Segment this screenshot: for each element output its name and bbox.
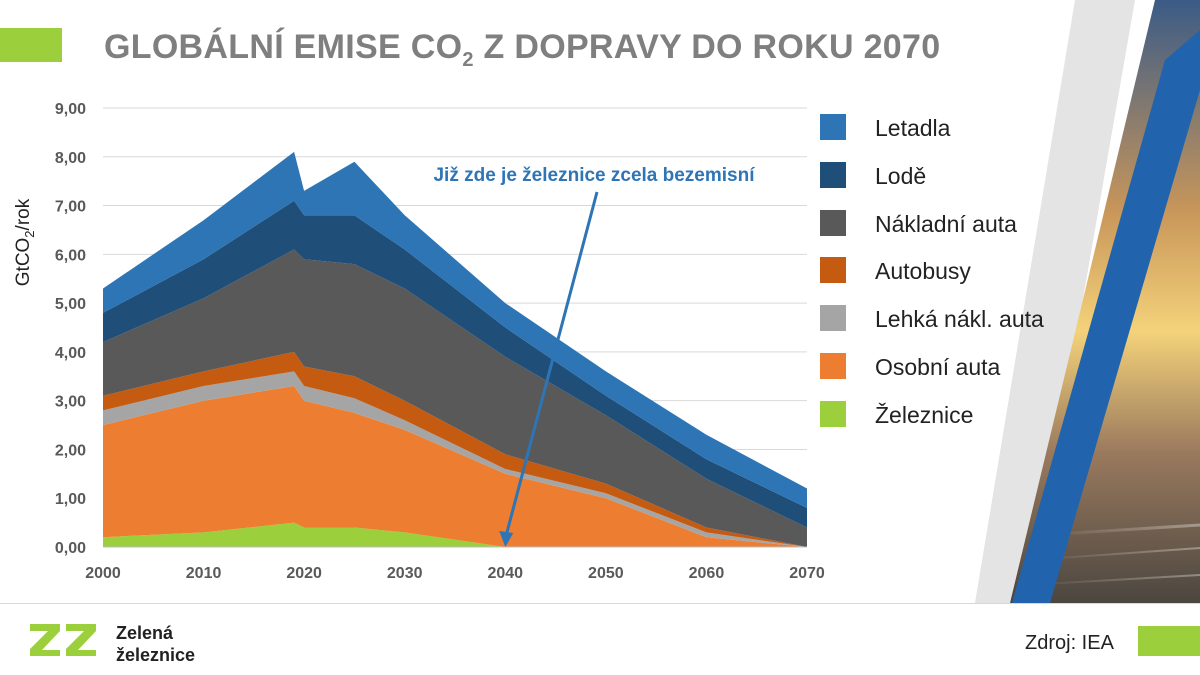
y-tick-label: 5,00 xyxy=(55,296,86,313)
y-tick-label: 0,00 xyxy=(55,540,86,557)
stacked-areas xyxy=(103,151,807,547)
slide-title: GLOBÁLNÍ EMISE CO2 Z DOPRAVY DO ROKU 207… xyxy=(104,28,940,72)
area-nakladni-auta xyxy=(103,249,807,547)
x-tick-label: 2050 xyxy=(588,565,624,582)
logo-text: Zelená železnice xyxy=(116,622,195,666)
area-zeleznice xyxy=(103,522,807,547)
legend-label: Osobní auta xyxy=(875,354,1001,380)
footer-divider xyxy=(0,603,1200,604)
logo-line-1: Zelená xyxy=(116,623,174,643)
legend-swatch xyxy=(820,400,846,427)
legend-swatch xyxy=(820,161,846,188)
area-lehka-nakl-auta xyxy=(103,371,807,547)
annotation: Již zde je železnice zcela bezemisní xyxy=(433,165,755,547)
legend-label: Autobusy xyxy=(875,258,971,285)
legend-label: Lehká nákl. auta xyxy=(875,306,1044,333)
legend-swatch xyxy=(820,209,846,236)
accent-bar-left xyxy=(0,28,62,62)
logo-line-2: železnice xyxy=(116,645,196,665)
legend-label: Lodě xyxy=(875,162,927,189)
y-tick-label: 9,00 xyxy=(55,101,86,118)
x-tick-label: 2000 xyxy=(85,565,121,582)
legend-swatch xyxy=(820,305,846,332)
y-tick-label: 2,00 xyxy=(55,442,86,459)
legend-label: Letadla xyxy=(875,115,951,141)
annotation-arrowhead xyxy=(499,531,514,547)
y-tick-label: 8,00 xyxy=(55,150,86,167)
y-tick-label: 1,00 xyxy=(55,491,86,508)
legend-label: Nákladní auta xyxy=(875,210,1017,237)
title-end: Z DOPRAVY DO ROKU 2070 xyxy=(473,28,941,66)
x-tick-label: 2070 xyxy=(789,565,825,582)
x-tick-label: 2010 xyxy=(186,565,222,582)
annotation-arrow-line xyxy=(505,191,599,534)
source-note: Zdroj: IEA xyxy=(1025,632,1114,654)
y-tick-label: 6,00 xyxy=(55,247,86,264)
title-main: GLOBÁLNÍ EMISE CO xyxy=(104,28,463,66)
logo-zz-mark xyxy=(30,624,96,656)
y-tick-label: 7,00 xyxy=(55,199,86,216)
x-tick-label: 2020 xyxy=(286,565,322,582)
x-tick-label: 2060 xyxy=(689,565,725,582)
legend-swatch xyxy=(820,353,846,379)
decorative-photo-band xyxy=(975,0,1200,603)
accent-bar-right xyxy=(1138,626,1200,656)
y-axis-label: GtCO2/rok xyxy=(13,198,37,286)
x-tick-label: 2040 xyxy=(487,565,523,582)
area-autobusy xyxy=(103,351,807,547)
axes: 0,00 1,00 2,00 3,00 4,00 5,00 6,00 7,00 8,00 9,00… xyxy=(13,101,825,582)
annotation-text: Již zde je železnice zcela bezemisní xyxy=(433,165,755,186)
y-tick-label: 3,00 xyxy=(55,394,86,411)
legend-swatch xyxy=(820,257,846,284)
area-letadla xyxy=(103,151,807,508)
x-tick-label: 2030 xyxy=(387,565,423,582)
area-osobni-auta xyxy=(103,386,807,547)
legend-swatch xyxy=(820,114,846,140)
title-subscript: 2 xyxy=(462,48,474,71)
legend-label: Železnice xyxy=(875,401,974,428)
y-tick-label: 4,00 xyxy=(55,345,86,362)
